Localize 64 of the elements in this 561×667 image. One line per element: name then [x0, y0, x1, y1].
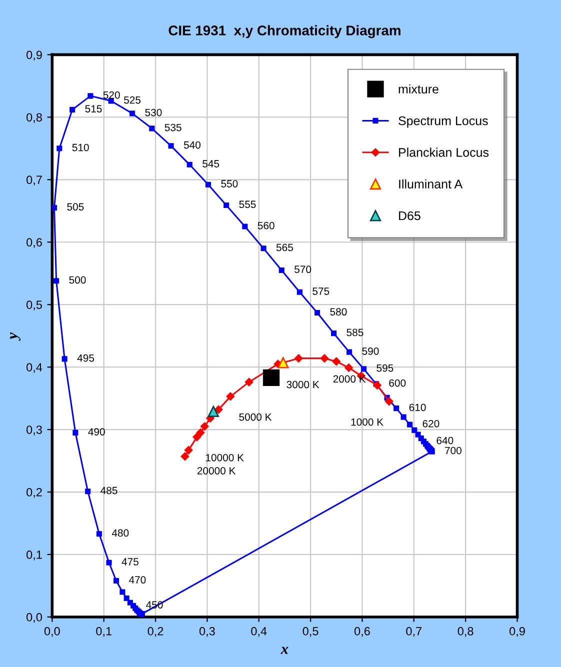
annotation: 490: [88, 428, 105, 436]
y-tick-label: 0,3: [26, 426, 42, 436]
x-tick-label: 0,2: [148, 627, 164, 637]
annotation: 555: [239, 200, 256, 208]
annotation: 545: [202, 160, 220, 168]
annotation: 475: [122, 558, 138, 566]
x-tick-label: 0,8: [458, 627, 474, 637]
y-tick-label: 0,5: [26, 300, 42, 310]
annotation: 570: [294, 266, 312, 274]
y-axis-title: y: [10, 332, 20, 341]
y-tick-label: 0,1: [26, 550, 42, 560]
annotation: 575: [312, 288, 330, 295]
x-tick-label: 0,3: [199, 627, 215, 637]
chart-title: CIE 1931 x,y Chromaticity Diagram: [168, 25, 400, 38]
annotation: 500: [69, 276, 86, 284]
annotation: 470: [128, 576, 146, 584]
annotation: 580: [330, 308, 347, 316]
annotation: 565: [276, 244, 293, 252]
legend-label: D65: [399, 211, 420, 220]
x-tick-label: 0,4: [251, 627, 267, 637]
annotation: 485: [100, 486, 118, 494]
annotation: 560: [258, 222, 274, 230]
annotation: 620: [422, 420, 440, 428]
annotation: 535: [164, 124, 182, 132]
legend-label: Spectrum Locus: [398, 116, 488, 128]
annotation: 640: [436, 436, 454, 444]
annotation: 525: [124, 96, 141, 104]
annotation: 10000 K: [206, 454, 244, 462]
annotation: 585: [346, 328, 364, 336]
annotation: 530: [145, 108, 162, 116]
legend-label: Illuminant A: [399, 179, 463, 189]
x-tick-label: 0,0: [44, 627, 60, 637]
y-tick-label: 0,0: [26, 613, 42, 623]
annotation: 600: [389, 379, 406, 387]
annotation: 480: [112, 529, 129, 537]
legend-label: Planckian Locus: [399, 148, 489, 157]
y-tick-label: 0,9: [26, 50, 42, 60]
legend-label: mixture: [398, 84, 438, 94]
annotation: 510: [72, 144, 89, 152]
annotation: 5000 K: [239, 413, 272, 421]
x-tick-label: 0,9: [510, 627, 525, 637]
x-axis-title: x: [280, 646, 288, 654]
annotation: 610: [409, 404, 426, 412]
annotation: 495: [77, 354, 94, 362]
annotation: 590: [362, 348, 379, 355]
annotation: 595: [376, 364, 394, 372]
annotation: 3000 K: [286, 380, 320, 388]
x-tick-label: 0,7: [406, 627, 422, 637]
annotation: 515: [85, 105, 102, 112]
y-tick-label: 0,8: [26, 113, 42, 123]
y-tick-label: 0,4: [26, 363, 42, 373]
annotation: 550: [221, 180, 238, 188]
y-tick-label: 0,6: [26, 238, 42, 248]
x-tick-label: 0,1: [96, 627, 112, 637]
annotation: 20000 K: [197, 467, 236, 474]
annotation: 505: [67, 203, 84, 211]
x-tick-label: 0,5: [302, 627, 318, 637]
annotation: 700: [445, 446, 462, 454]
annotation: 1000 K: [351, 418, 384, 426]
annotation: 540: [184, 141, 200, 149]
y-tick-label: 0,2: [26, 488, 42, 498]
y-tick-label: 0,7: [26, 176, 42, 186]
annotation: 520: [103, 91, 120, 99]
x-tick-label: 0,6: [354, 627, 370, 637]
